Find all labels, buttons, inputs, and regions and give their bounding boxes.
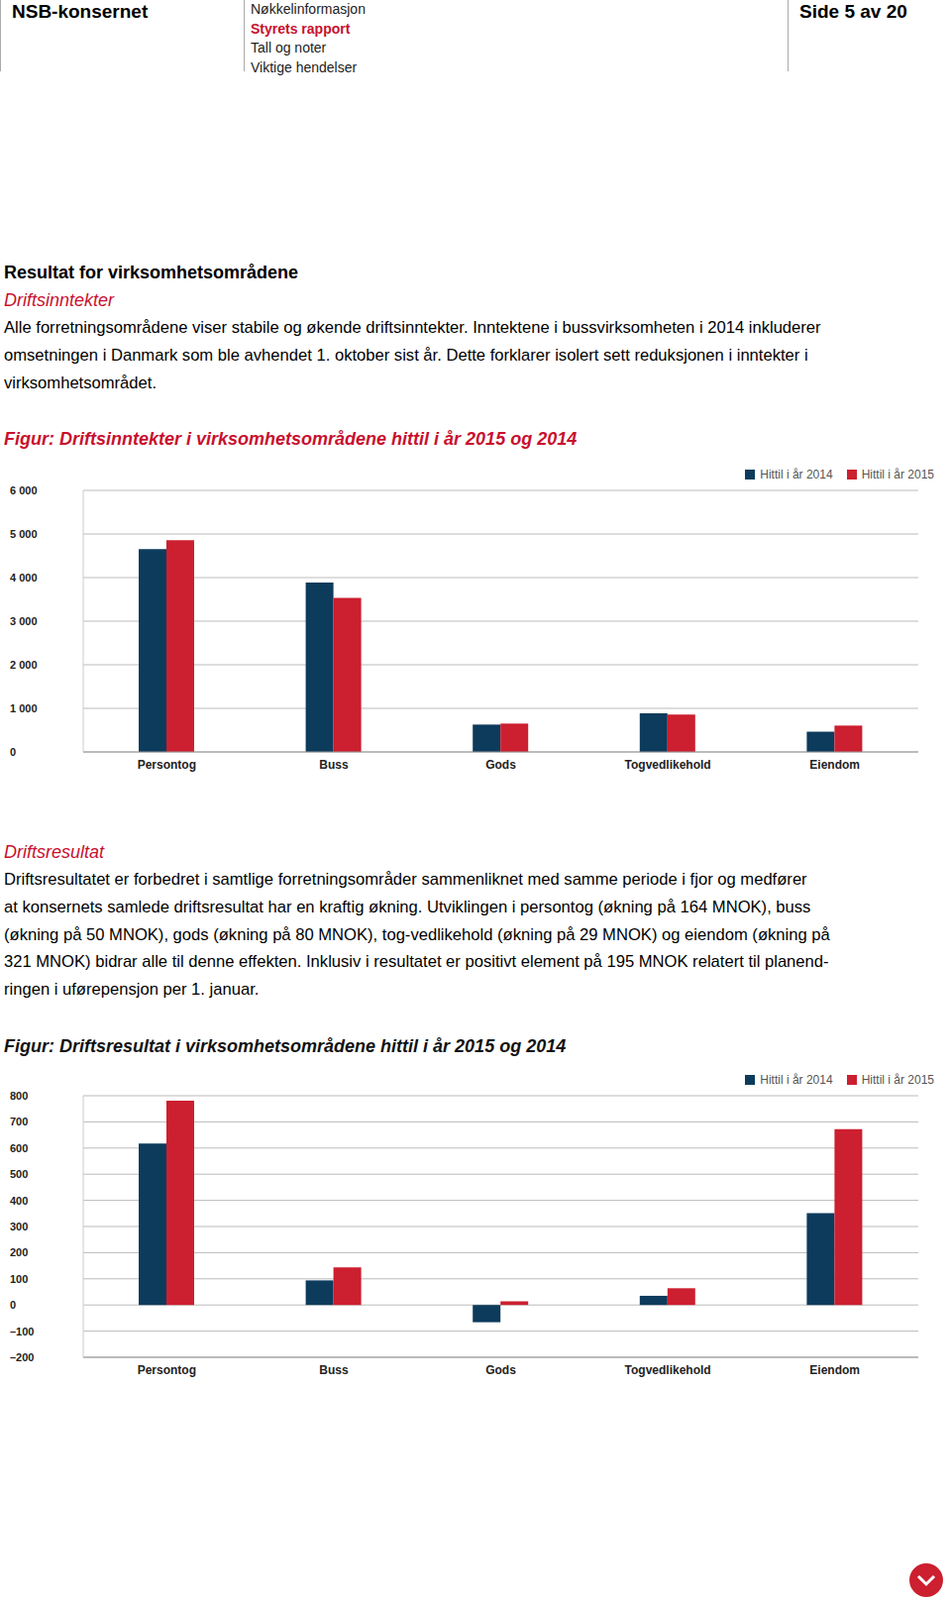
svg-text:6 000: 6 000 [9,484,38,497]
html-text:Hittil i år 2014: Hittil i år 2014 [760,467,833,482]
html-text:Hittil i år 2015: Hittil i år 2015 [861,467,935,482]
svg-text:Togvedlikehold: Togvedlikehold [625,1363,712,1377]
html-text:Driftsresultatet er forbedret: Driftsresultatet er forbedret i samtlige… [3,869,807,889]
svg-text:3 000: 3 000 [9,615,38,628]
html-text:(økning på 50 MNOK), gods (økn: (økning på 50 MNOK), gods (økning på 80 … [3,924,830,944]
svg-text:Buss: Buss [318,757,349,772]
svg-text:4 000: 4 000 [9,571,38,584]
svg-text:–100: –100 [9,1325,34,1338]
svg-text:Eiendom: Eiendom [809,757,860,772]
html-text:Figur: Driftsresultat i virkso: Figur: Driftsresultat i virksomhetsområd… [3,1036,566,1057]
html-text:Side 5 av 20: Side 5 av 20 [799,0,908,22]
html-text:Resultat for virksomhetsområde: Resultat for virksomhetsområdene [3,262,299,283]
html-text:321 MNOK) bidrar alle til denn: 321 MNOK) bidrar alle til denne effekten… [3,952,829,972]
svg-text:500: 500 [9,1167,28,1180]
svg-text:100: 100 [9,1272,28,1285]
html-text:Styrets rapport: Styrets rapport [250,20,351,37]
html-text:Hittil i år 2015: Hittil i år 2015 [861,1072,935,1087]
html-text:Nøkkelinformasjon: Nøkkelinformasjon [250,0,366,17]
html-text:Figur: Driftsinntekter i virks: Figur: Driftsinntekter i virksomhetsområ… [3,428,577,449]
html-text:NSB-konsernet: NSB-konsernet [11,0,148,22]
svg-text:200: 200 [9,1246,28,1259]
html-text:Driftsinntekter: Driftsinntekter [3,290,114,311]
svg-text:0: 0 [9,745,16,758]
html-text:Driftsresultat: Driftsresultat [3,842,105,862]
svg-text:300: 300 [9,1220,28,1233]
svg-text:1 000: 1 000 [9,702,38,715]
svg-text:400: 400 [9,1194,28,1207]
svg-text:Togvedlikehold: Togvedlikehold [625,757,712,772]
html-text:virksomhetsområdet.: virksomhetsområdet. [3,373,157,392]
html-text:Hittil i år 2014: Hittil i år 2014 [760,1072,833,1087]
svg-text:0: 0 [9,1298,16,1311]
svg-text:800: 800 [9,1089,28,1102]
svg-text:2 000: 2 000 [9,658,38,671]
svg-text:Persontog: Persontog [137,1363,197,1377]
svg-text:700: 700 [9,1115,28,1128]
svg-text:–200: –200 [9,1351,34,1364]
html-text:Viktige hendelser: Viktige hendelser [250,58,357,75]
svg-text:600: 600 [9,1142,28,1155]
html-text:Tall og noter: Tall og noter [250,39,327,56]
svg-text:Persontog: Persontog [137,757,197,772]
html-text:omsetningen i Danmark som ble: omsetningen i Danmark som ble avhendet 1… [3,345,809,365]
svg-text:Gods: Gods [485,757,517,772]
svg-text:Gods: Gods [485,1363,517,1377]
svg-text:5 000: 5 000 [9,528,38,540]
svg-text:Eiendom: Eiendom [809,1363,860,1377]
svg-text:Buss: Buss [318,1363,349,1377]
html-text:ringen i uførepensjon per 1. j: ringen i uførepensjon per 1. januar. [3,979,259,999]
html-text:at konsernets samlede driftsre: at konsernets samlede driftsresultat har… [3,897,811,917]
html-text:Alle forretningsområdene viser: Alle forretningsområdene viser stabile o… [3,317,821,337]
